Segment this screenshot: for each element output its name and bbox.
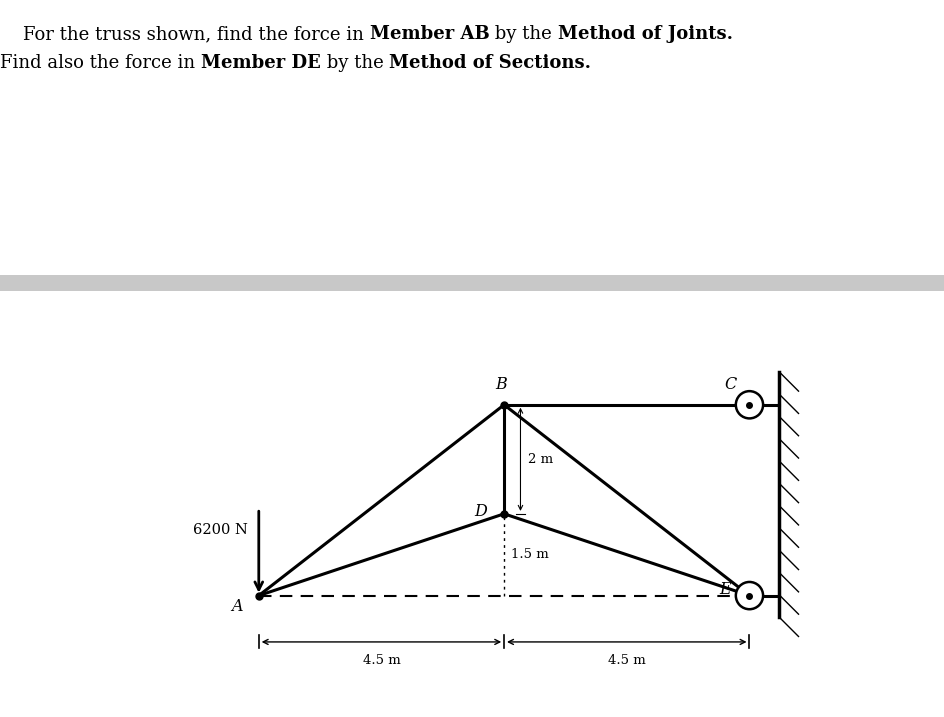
Text: A: A: [230, 598, 243, 615]
Text: Method of Sections.: Method of Sections.: [389, 54, 591, 72]
Text: D: D: [473, 503, 486, 520]
Text: by the: by the: [489, 25, 557, 43]
Text: Method of Joints.: Method of Joints.: [557, 25, 733, 43]
Text: by the: by the: [320, 54, 389, 72]
Text: 4.5 m: 4.5 m: [607, 654, 645, 667]
Text: 6200 N: 6200 N: [193, 523, 247, 537]
Text: E: E: [718, 581, 730, 597]
Text: Member DE: Member DE: [201, 54, 320, 72]
Text: For the truss shown, find the force in: For the truss shown, find the force in: [0, 25, 369, 43]
Circle shape: [735, 582, 763, 609]
Text: 4.5 m: 4.5 m: [362, 654, 400, 667]
Text: Find also the force in: Find also the force in: [0, 54, 201, 72]
Text: 2 m: 2 m: [527, 453, 552, 466]
Text: C: C: [723, 376, 735, 393]
Text: B: B: [495, 376, 507, 393]
Text: Member AB: Member AB: [369, 25, 489, 43]
Bar: [0, 275, 944, 291]
Text: 1.5 m: 1.5 m: [511, 549, 548, 561]
Circle shape: [735, 391, 763, 419]
